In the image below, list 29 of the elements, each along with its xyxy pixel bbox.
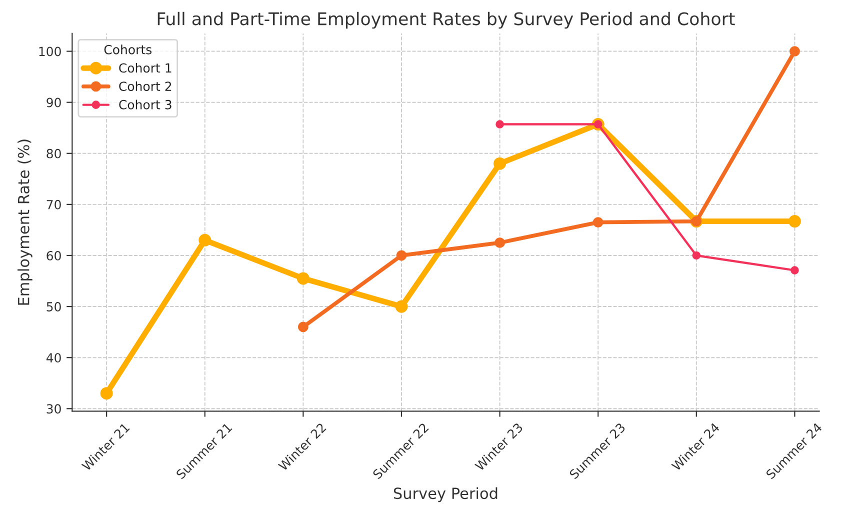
legend-label: Cohort 2 (119, 81, 172, 92)
y-tick-label: 60 (46, 250, 61, 260)
y-tick-label: 90 (46, 98, 61, 108)
point (496, 120, 504, 128)
point (100, 387, 113, 400)
point (396, 250, 407, 261)
point (494, 238, 505, 248)
point (198, 234, 212, 246)
legend-label: Cohort 1 (119, 63, 172, 73)
point (296, 272, 310, 285)
chart-title: Full and Part-Time Employment Rates by Survey Period and Cohort (158, 12, 735, 29)
y-tick-label: 80 (46, 148, 61, 158)
point (790, 266, 799, 274)
point (592, 217, 604, 228)
point (790, 46, 800, 56)
y-tick-label: 100 (39, 46, 61, 56)
y-tick-label: 50 (46, 302, 61, 312)
point (788, 215, 801, 228)
x-axis-title: Survey Period (394, 487, 498, 502)
y-tick-label: 40 (46, 353, 61, 363)
point (692, 251, 701, 260)
y-tick-label: 70 (46, 200, 61, 210)
point (494, 157, 506, 170)
legend-label: Cohort 3 (119, 100, 172, 110)
y-tick-label: 30 (46, 404, 61, 414)
y-axis-title: Employment Rate (%) (18, 140, 32, 305)
point (298, 322, 308, 332)
point (395, 300, 408, 313)
legend-title: Cohorts (104, 44, 152, 54)
